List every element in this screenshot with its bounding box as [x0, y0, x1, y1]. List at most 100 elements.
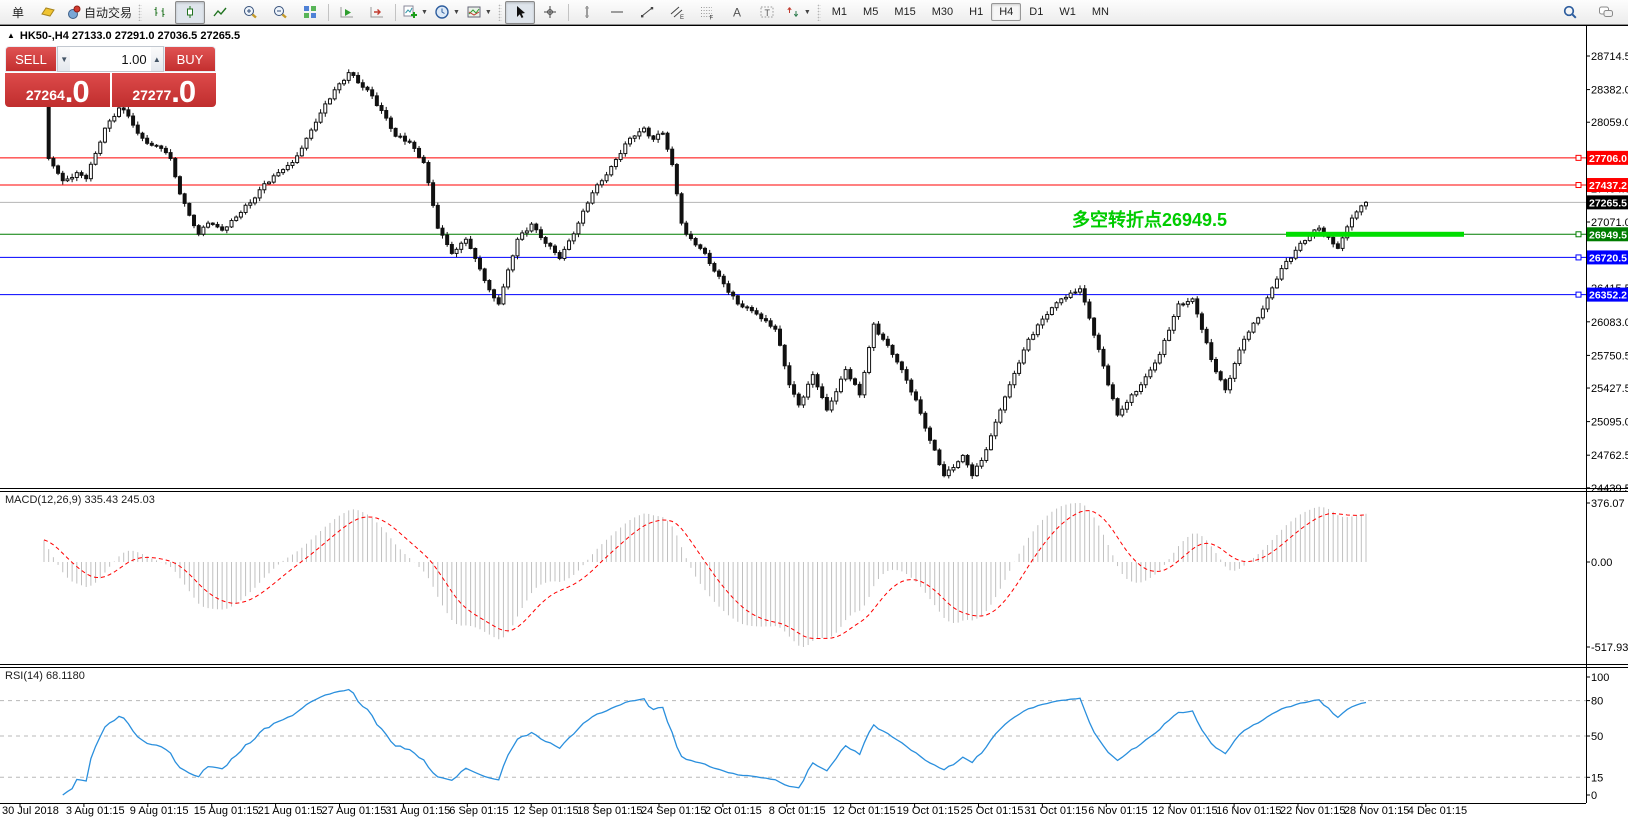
indicators-icon [403, 5, 418, 18]
gold-tool-button[interactable] [33, 1, 63, 24]
svg-text:27437.2: 27437.2 [1589, 180, 1627, 192]
volume-decrease-button[interactable]: ▼ [58, 47, 71, 71]
svg-text:26949.5: 26949.5 [1589, 229, 1627, 241]
time-axis[interactable]: 30 Jul 2018 3 Aug 01:15 9 Aug 01:15 15 Aug … [2, 804, 1467, 817]
chat-icon [1599, 6, 1613, 17]
line-handle[interactable] [1575, 182, 1582, 189]
toolbar-grip[interactable] [138, 3, 143, 21]
buy-button[interactable]: BUY [164, 46, 216, 72]
equidistant-channel-button[interactable]: E [662, 1, 692, 24]
collapse-arrow-icon[interactable]: ▲ [7, 31, 15, 40]
timeframe-m30-button[interactable]: M30 [931, 6, 954, 18]
current-price-badge [1587, 195, 1628, 210]
chart-bars-button[interactable] [145, 1, 175, 24]
dropdown-caret-icon[interactable]: ▼ [803, 8, 811, 16]
candlestick-series [42, 69, 1368, 479]
volume-input[interactable] [70, 47, 151, 71]
line-handle[interactable] [1575, 291, 1582, 298]
svg-text:15: 15 [1591, 772, 1603, 784]
rsi-indicator-label: RSI(14) 68.1180 [5, 670, 85, 682]
svg-text:26083.0: 26083.0 [1591, 317, 1628, 329]
svg-text:8 Oct 01:15: 8 Oct 01:15 [769, 805, 826, 817]
svg-text:19 Oct 01:15: 19 Oct 01:15 [897, 805, 960, 817]
new-order-button[interactable]: 单 [3, 1, 33, 24]
dropdown-caret-icon[interactable]: ▼ [452, 8, 460, 16]
svg-text:27706.0: 27706.0 [1589, 153, 1627, 165]
timeframe-h1-button[interactable]: H1 [969, 6, 984, 18]
dropdown-caret-icon[interactable]: ▼ [421, 8, 428, 16]
tile-icon [304, 6, 317, 18]
svg-text:24439.5: 24439.5 [1591, 483, 1628, 495]
chart-title: ▲ HK50-,H4 27133.0 27291.0 27036.5 27265… [7, 30, 240, 42]
timeframe-m1-button[interactable]: M1 [831, 6, 848, 18]
zoom-out-button[interactable] [265, 1, 295, 24]
zoomin-icon [244, 6, 257, 19]
timeframe-mn-button[interactable]: MN [1091, 6, 1109, 18]
periods-button[interactable]: ▼ [431, 1, 463, 24]
chart-line-button[interactable] [205, 1, 235, 24]
pivot-trendline[interactable] [1286, 231, 1464, 237]
indicators-button[interactable]: ▼ [399, 1, 431, 24]
text-button[interactable]: A [722, 1, 752, 24]
dropdown-caret-icon[interactable]: ▼ [484, 8, 492, 16]
chat-button[interactable] [1591, 1, 1621, 24]
chart-shift-button[interactable] [362, 1, 392, 24]
svg-text:24 Sep 01:15: 24 Sep 01:15 [641, 805, 706, 817]
zoom-in-button[interactable] [235, 1, 265, 24]
toolbar: 单 自动交易 ▼ ▼ ▼ E F A T ▼ M1 M5 M15 M30 H1 H4 D1 W1 MN [0, 0, 1628, 25]
line-handle[interactable] [1575, 154, 1582, 161]
cursor-icon [516, 6, 525, 18]
zoomout-icon [274, 6, 287, 19]
timeframe-h4-button[interactable]: H4 [991, 3, 1022, 21]
toolbar-grip[interactable] [816, 3, 821, 21]
svg-text:376.07: 376.07 [1591, 498, 1625, 510]
textA-icon: A [733, 6, 741, 20]
svg-text:T: T [764, 8, 770, 18]
trendline-button[interactable] [632, 1, 662, 24]
timeframe-m15-button[interactable]: M15 [894, 6, 916, 18]
text-label-button[interactable]: T [752, 1, 782, 24]
templates-button[interactable]: ▼ [463, 1, 495, 24]
line-handle[interactable] [1575, 254, 1582, 261]
auto-scroll-button[interactable] [332, 1, 362, 24]
toolbar-right-icons [1555, 1, 1625, 24]
fibonacci-button[interactable]: F [692, 1, 722, 24]
chart-candles-button[interactable] [175, 0, 206, 24]
pivot-annotation[interactable]: 多空转折点26949.5 [1072, 210, 1228, 230]
volume-increase-button[interactable]: ▲ [150, 47, 164, 71]
arrow-objects-button[interactable]: ▼ [782, 1, 814, 24]
line-handle[interactable] [1575, 231, 1582, 238]
shift-icon [370, 7, 384, 18]
arrows-icon [787, 7, 798, 17]
svg-text:12 Sep 01:15: 12 Sep 01:15 [513, 805, 578, 817]
search-button[interactable] [1555, 1, 1585, 24]
svg-text:15 Aug 01:15: 15 Aug 01:15 [194, 805, 259, 817]
level-price-badge [1587, 150, 1628, 165]
timeframe-d1-button[interactable]: D1 [1029, 6, 1044, 18]
svg-text:27071.0: 27071.0 [1591, 217, 1628, 229]
crosshair-button[interactable] [535, 1, 565, 24]
channel-icon: E [670, 6, 684, 20]
timeframe-w1-button[interactable]: W1 [1059, 6, 1076, 18]
autotrading-button[interactable]: 自动交易 [63, 1, 135, 24]
sell-button[interactable]: SELL [5, 46, 57, 72]
buy-price[interactable]: 27277.0 [111, 73, 216, 107]
macd-signal-line [43, 510, 1367, 640]
tile-windows-button[interactable] [295, 1, 325, 24]
toolbar-grip[interactable] [497, 3, 502, 21]
svg-text:21 Aug 01:15: 21 Aug 01:15 [258, 805, 323, 817]
sell-price[interactable]: 27264.0 [5, 73, 110, 107]
level-price-badge [1587, 287, 1628, 302]
svg-text:6 Sep 01:15: 6 Sep 01:15 [449, 805, 508, 817]
vertical-line-button[interactable] [572, 1, 602, 24]
svg-text:24762.5: 24762.5 [1591, 450, 1628, 462]
svg-text:31 Aug 01:15: 31 Aug 01:15 [385, 805, 450, 817]
horizontal-line-button[interactable] [602, 1, 632, 24]
svg-text:28714.5: 28714.5 [1591, 51, 1628, 63]
autotrading-label: 自动交易 [84, 5, 133, 20]
search-icon [1563, 5, 1577, 19]
timeframe-m5-button[interactable]: M5 [863, 6, 879, 18]
cursor-button[interactable] [504, 0, 535, 24]
svg-text:0: 0 [1591, 790, 1597, 802]
